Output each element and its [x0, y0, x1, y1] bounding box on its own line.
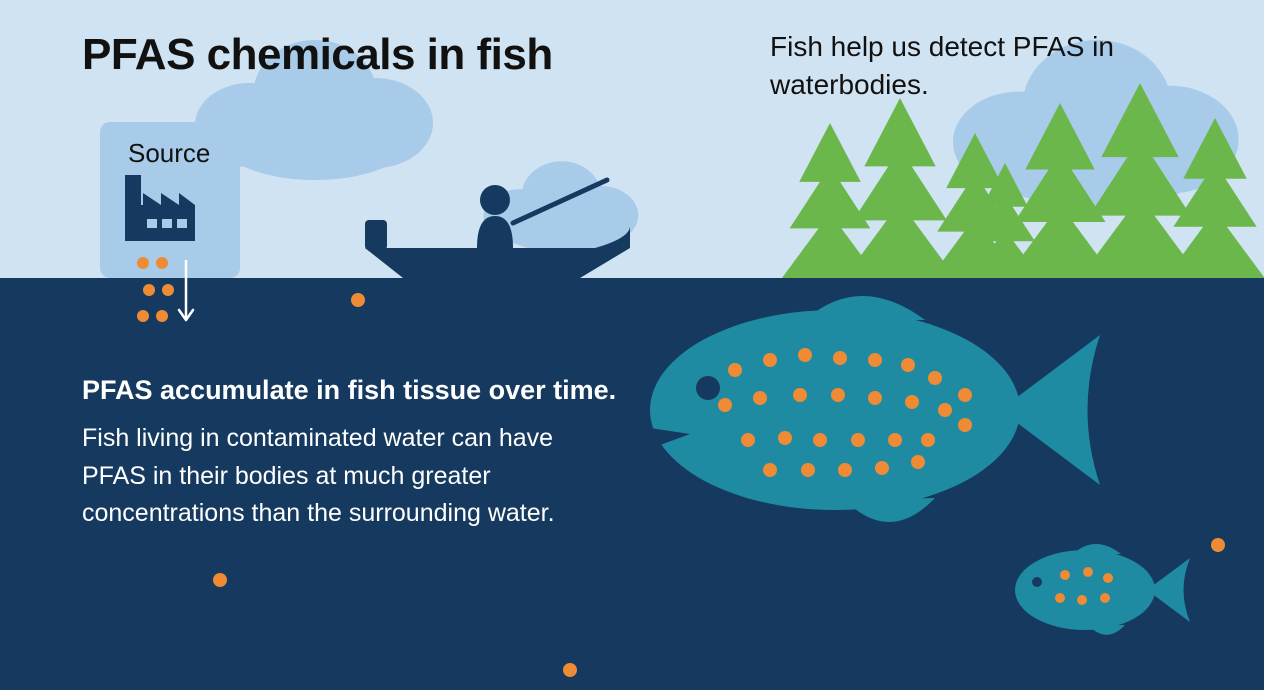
pfas-dot — [928, 371, 942, 385]
pfas-dot — [162, 284, 174, 296]
pfas-dot — [958, 388, 972, 402]
pfas-dot — [911, 455, 925, 469]
pfas-dot — [833, 351, 847, 365]
pfas-dot — [901, 358, 915, 372]
pfas-dot — [1100, 593, 1110, 603]
pfas-dot — [753, 391, 767, 405]
pfas-dot — [741, 433, 755, 447]
pfas-dot — [1077, 595, 1087, 605]
pfas-dot — [778, 431, 792, 445]
pfas-dot — [156, 310, 168, 322]
pfas-dot — [958, 418, 972, 432]
subtitle: Fish help us detect PFAS in waterbodies. — [770, 28, 1150, 104]
pfas-dot — [728, 363, 742, 377]
pfas-dot — [798, 348, 812, 362]
pfas-dot — [1083, 567, 1093, 577]
pfas-dot — [801, 463, 815, 477]
water-body-text: Fish living in contaminated water can ha… — [82, 420, 602, 533]
pfas-dot — [156, 257, 168, 269]
pfas-dot — [351, 293, 365, 307]
pfas-dot — [213, 573, 227, 587]
water-heading: PFAS accumulate in fish tissue over time… — [82, 372, 616, 408]
pfas-dot — [938, 403, 952, 417]
pfas-dot — [838, 463, 852, 477]
pfas-dot — [137, 310, 149, 322]
pfas-dot — [718, 398, 732, 412]
pfas-dot — [1103, 573, 1113, 583]
pfas-dot — [875, 461, 889, 475]
pfas-dot — [868, 391, 882, 405]
pfas-dot — [1055, 593, 1065, 603]
pfas-dot — [563, 663, 577, 677]
pfas-dot — [1060, 570, 1070, 580]
pfas-dot — [137, 257, 149, 269]
pfas-dot — [1211, 538, 1225, 552]
pfas-dot — [763, 463, 777, 477]
pfas-dot — [888, 433, 902, 447]
source-label: Source — [128, 138, 210, 169]
title: PFAS chemicals in fish — [82, 30, 553, 80]
pfas-dot — [868, 353, 882, 367]
pfas-dot — [851, 433, 865, 447]
pfas-dot — [921, 433, 935, 447]
pfas-dot — [143, 284, 155, 296]
pfas-dot — [793, 388, 807, 402]
pfas-dot — [763, 353, 777, 367]
pfas-dot — [831, 388, 845, 402]
pfas-dot — [905, 395, 919, 409]
pfas-dot — [813, 433, 827, 447]
